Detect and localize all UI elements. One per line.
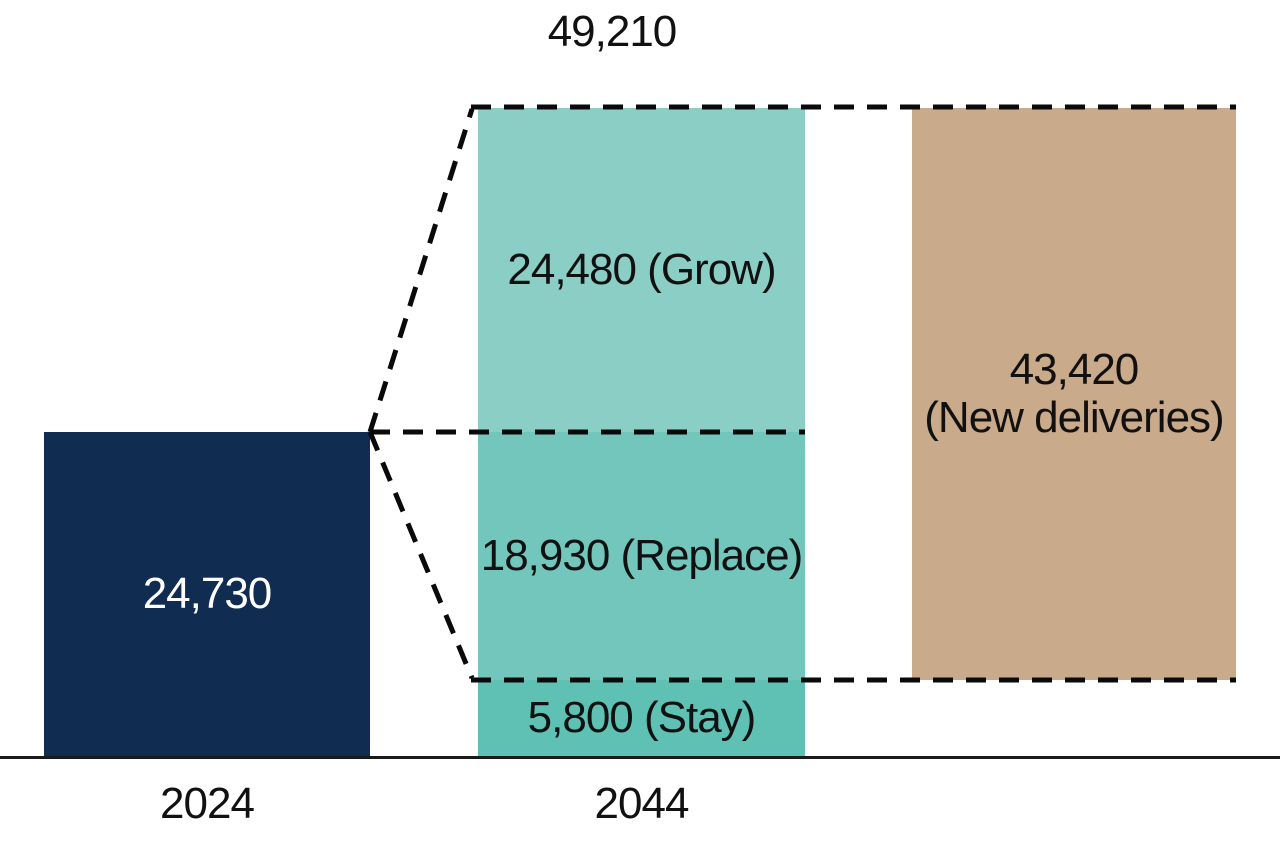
axis-label-2024: 2024 (160, 779, 255, 828)
segment-grow-label: 24,480 (Grow) (507, 244, 776, 294)
segment-replace-label: 18,930 (Replace) (480, 530, 804, 580)
total-2044-label: 49,210 (547, 7, 678, 56)
bar-2044-stacked: 24,480 (Grow) 18,930 (Replace) 5,800 (St… (478, 108, 805, 757)
bar-new-deliveries: 43,420 (New deliveries) (912, 108, 1236, 680)
axis-label-2044: 2044 (594, 779, 690, 828)
segment-replace: 18,930 (Replace) (478, 432, 805, 680)
segment-stay: 5,800 (Stay) (478, 680, 805, 757)
new-deliveries-value-label: 43,420 (1009, 344, 1140, 394)
new-deliveries-name-label: (New deliveries) (924, 393, 1224, 442)
segment-stay-label: 5,800 (Stay) (527, 693, 757, 743)
segment-grow: 24,480 (Grow) (478, 108, 805, 432)
x-axis-line (0, 756, 1280, 759)
dashed-diagonal-down (367, 431, 475, 679)
bar-2024-value-label: 24,730 (142, 569, 273, 619)
bar-2024: 24,730 (44, 432, 370, 757)
dashed-diagonal-up (367, 108, 475, 433)
